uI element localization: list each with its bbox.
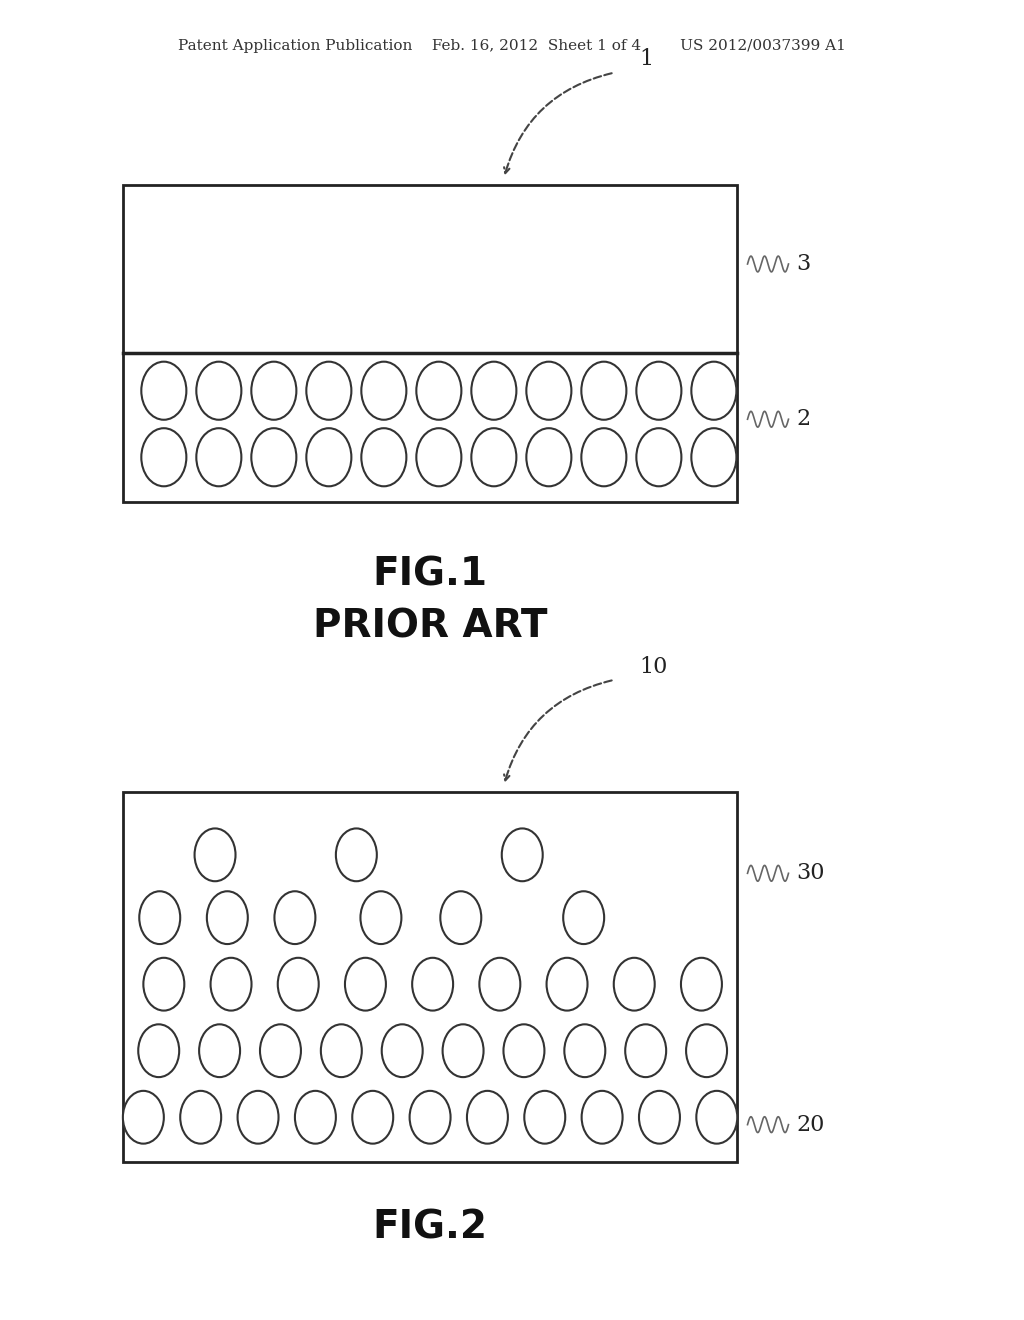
Circle shape xyxy=(143,958,184,1011)
Circle shape xyxy=(410,1090,451,1143)
Circle shape xyxy=(352,1090,393,1143)
Circle shape xyxy=(626,1024,667,1077)
Circle shape xyxy=(479,958,520,1011)
Text: 30: 30 xyxy=(797,862,825,884)
Text: FIG.1: FIG.1 xyxy=(373,556,487,593)
Circle shape xyxy=(141,362,186,420)
Circle shape xyxy=(138,1024,179,1077)
Circle shape xyxy=(199,1024,240,1077)
Bar xyxy=(123,185,737,502)
Circle shape xyxy=(274,891,315,944)
Circle shape xyxy=(442,1024,483,1077)
Circle shape xyxy=(306,428,351,486)
Circle shape xyxy=(207,891,248,944)
Text: 1: 1 xyxy=(639,49,653,70)
Circle shape xyxy=(278,958,318,1011)
Circle shape xyxy=(139,891,180,944)
Circle shape xyxy=(197,362,242,420)
Circle shape xyxy=(639,1090,680,1143)
Text: 3: 3 xyxy=(797,253,811,275)
Circle shape xyxy=(238,1090,279,1143)
Circle shape xyxy=(502,829,543,882)
Circle shape xyxy=(123,1090,164,1143)
Circle shape xyxy=(524,1090,565,1143)
Circle shape xyxy=(180,1090,221,1143)
Circle shape xyxy=(467,1090,508,1143)
Bar xyxy=(123,792,737,1162)
Circle shape xyxy=(681,958,722,1011)
Circle shape xyxy=(696,1090,737,1143)
Circle shape xyxy=(691,362,736,420)
Circle shape xyxy=(636,362,681,420)
Circle shape xyxy=(345,958,386,1011)
Circle shape xyxy=(195,829,236,882)
Circle shape xyxy=(686,1024,727,1077)
Circle shape xyxy=(547,958,588,1011)
Circle shape xyxy=(211,958,252,1011)
Text: PRIOR ART: PRIOR ART xyxy=(312,609,548,645)
Circle shape xyxy=(526,428,571,486)
Text: FIG.2: FIG.2 xyxy=(373,1209,487,1246)
Circle shape xyxy=(563,891,604,944)
Circle shape xyxy=(564,1024,605,1077)
Text: 20: 20 xyxy=(797,1114,825,1135)
Circle shape xyxy=(382,1024,423,1077)
Circle shape xyxy=(251,362,296,420)
Circle shape xyxy=(360,891,401,944)
Circle shape xyxy=(417,362,462,420)
Circle shape xyxy=(336,829,377,882)
Text: 2: 2 xyxy=(797,408,811,430)
Circle shape xyxy=(613,958,654,1011)
Circle shape xyxy=(526,362,571,420)
Circle shape xyxy=(141,428,186,486)
Circle shape xyxy=(412,958,453,1011)
Circle shape xyxy=(582,362,627,420)
Circle shape xyxy=(361,428,407,486)
Circle shape xyxy=(691,428,736,486)
Circle shape xyxy=(440,891,481,944)
Circle shape xyxy=(260,1024,301,1077)
Circle shape xyxy=(471,362,516,420)
Circle shape xyxy=(321,1024,361,1077)
Circle shape xyxy=(417,428,462,486)
Text: 10: 10 xyxy=(639,656,668,677)
Circle shape xyxy=(306,362,351,420)
Circle shape xyxy=(582,1090,623,1143)
Circle shape xyxy=(504,1024,545,1077)
Circle shape xyxy=(636,428,681,486)
Circle shape xyxy=(197,428,242,486)
Text: Patent Application Publication    Feb. 16, 2012  Sheet 1 of 4        US 2012/003: Patent Application Publication Feb. 16, … xyxy=(178,40,846,53)
Circle shape xyxy=(361,362,407,420)
Circle shape xyxy=(582,428,627,486)
Circle shape xyxy=(471,428,516,486)
Circle shape xyxy=(295,1090,336,1143)
Circle shape xyxy=(251,428,296,486)
